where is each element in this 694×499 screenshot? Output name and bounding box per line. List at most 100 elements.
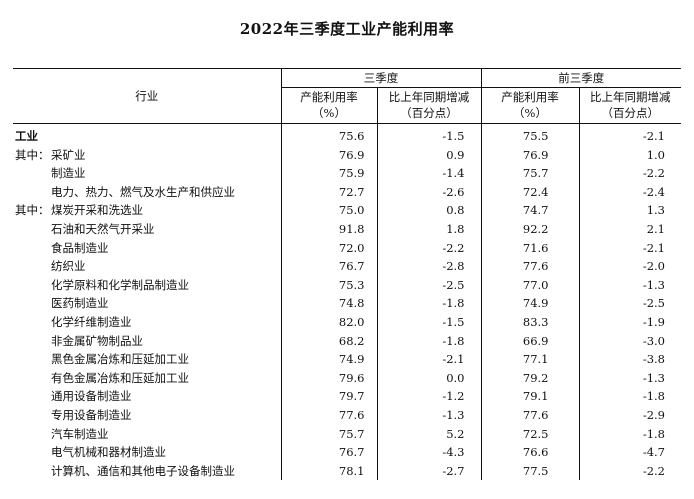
ytd-chg-cell: -1.3 — [578, 368, 681, 388]
q3-chg-cell: -1.4 — [376, 164, 481, 183]
header-ytd-chg: 比上年同期增减 — [578, 87, 681, 105]
industry-cell: 纺织业 — [13, 257, 281, 276]
industry-name: 食品制造业 — [51, 240, 109, 255]
q3-util-cell: 75.7 — [280, 424, 377, 444]
industry-cell: 非金属矿物制品业 — [13, 332, 281, 351]
ytd-util-cell: 71.6 — [480, 238, 579, 258]
industry-name: 纺织业 — [51, 259, 86, 274]
industry-name: 化学原料和化学制品制造业 — [51, 277, 189, 292]
q3-util-cell: 72.7 — [280, 182, 377, 202]
ytd-util-cell: 74.9 — [480, 294, 579, 313]
ytd-chg-cell: -1.8 — [578, 424, 681, 444]
ytd-util-cell: 76.9 — [480, 145, 579, 165]
industry-name: 汽车制造业 — [51, 426, 109, 441]
q3-chg-cell: -1.5 — [376, 123, 481, 146]
q3-util-cell: 74.9 — [280, 350, 377, 369]
ytd-chg-cell: -1.3 — [578, 275, 681, 295]
table-body: 工业 75.6 -1.5 75.5 -2.1 其中： 采矿业 76.9 0.9 76.9 1.0 制造… — [13, 123, 681, 481]
q3-util-cell: 74.8 — [280, 294, 377, 313]
ytd-chg-cell: 1.3 — [578, 201, 681, 220]
q3-chg-cell: -2.5 — [376, 275, 481, 295]
ytd-util-cell: 72.5 — [480, 424, 579, 444]
ytd-chg-cell: -1.9 — [578, 312, 681, 332]
header-q3-chg-unit: （百分点） — [376, 105, 481, 124]
table-row: 电气机械和器材制造业 76.7 -4.3 76.6 -4.7 — [13, 443, 681, 462]
ytd-util-cell: 72.4 — [480, 182, 579, 202]
table-row: 制造业 75.9 -1.4 75.7 -2.2 — [13, 164, 681, 183]
ytd-chg-cell: -2.1 — [578, 238, 681, 258]
q3-chg-cell: -2.1 — [376, 350, 481, 369]
ytd-util-cell: 75.5 — [480, 123, 579, 146]
industry-cell: 制造业 — [13, 164, 281, 183]
header-q3-util-unit: （%） — [280, 105, 377, 124]
ytd-util-cell: 92.2 — [480, 219, 579, 239]
q3-chg-cell: 1.8 — [376, 219, 481, 239]
q3-chg-cell: 5.2 — [376, 424, 481, 444]
q3-util-cell: 75.6 — [280, 123, 377, 146]
ytd-util-cell: 77.6 — [480, 405, 579, 425]
q3-chg-cell: -1.5 — [376, 312, 481, 332]
table-row: 纺织业 76.7 -2.8 77.6 -2.0 — [13, 257, 681, 276]
industry-name: 黑色金属冶炼和压延加工业 — [51, 352, 189, 367]
q3-util-cell: 75.0 — [280, 201, 377, 220]
q3-util-cell: 76.7 — [280, 443, 377, 462]
table-row: 化学纤维制造业 82.0 -1.5 83.3 -1.9 — [13, 312, 681, 332]
q3-util-cell: 91.8 — [280, 219, 377, 239]
q3-chg-cell: -2.7 — [376, 461, 481, 481]
table-row: 汽车制造业 75.7 5.2 72.5 -1.8 — [13, 424, 681, 444]
table-row: 其中： 采矿业 76.9 0.9 76.9 1.0 — [13, 145, 681, 165]
q3-chg-cell: -4.3 — [376, 443, 481, 462]
industry-cell: 有色金属冶炼和压延加工业 — [13, 369, 281, 388]
ytd-util-cell: 66.9 — [480, 331, 579, 351]
ytd-chg-cell: -2.9 — [578, 405, 681, 425]
q3-chg-cell: -2.2 — [376, 238, 481, 258]
q3-util-cell: 75.3 — [280, 275, 377, 295]
table-row: 电力、热力、燃气及水生产和供应业 72.7 -2.6 72.4 -2.4 — [13, 182, 681, 202]
industry-prefix: 其中： — [15, 147, 50, 162]
ytd-chg-cell: -1.8 — [578, 387, 681, 406]
table-row: 专用设备制造业 77.6 -1.3 77.6 -2.9 — [13, 405, 681, 425]
page-title: 2022年三季度工业产能利用率 — [239, 20, 455, 38]
ytd-util-cell: 83.3 — [480, 312, 579, 332]
industry-name: 电力、热力、燃气及水生产和供应业 — [51, 184, 235, 199]
ytd-util-cell: 77.1 — [480, 350, 579, 369]
industry-cell: 其中： 煤炭开采和洗选业 — [13, 201, 281, 220]
industry-name: 非金属矿物制品业 — [51, 333, 143, 348]
q3-util-cell: 76.7 — [280, 257, 377, 276]
ytd-util-cell: 75.7 — [480, 164, 579, 183]
ytd-util-cell: 74.7 — [480, 201, 579, 220]
industry-name: 通用设备制造业 — [51, 389, 132, 404]
header-q3-chg: 比上年同期增减 — [376, 87, 481, 105]
q3-chg-cell: -1.8 — [376, 294, 481, 313]
ytd-chg-cell: -2.4 — [578, 182, 681, 202]
header-ytd: 前三季度 — [480, 68, 681, 88]
q3-chg-cell: -1.8 — [376, 331, 481, 351]
q3-chg-cell: -1.3 — [376, 405, 481, 425]
ytd-util-cell: 77.5 — [480, 461, 579, 481]
table-row: 食品制造业 72.0 -2.2 71.6 -2.1 — [13, 238, 681, 258]
industry-name: 煤炭开采和洗选业 — [51, 203, 143, 218]
q3-util-cell: 82.0 — [280, 312, 377, 332]
industry-name: 计算机、通信和其他电子设备制造业 — [51, 463, 235, 478]
q3-chg-cell: 0.9 — [376, 145, 481, 165]
table-row: 工业 75.6 -1.5 75.5 -2.1 — [13, 123, 681, 146]
ytd-chg-cell: -3.8 — [578, 350, 681, 369]
ytd-util-cell: 77.6 — [480, 257, 579, 276]
q3-chg-cell: -2.8 — [376, 257, 481, 276]
ytd-chg-cell: -2.5 — [578, 294, 681, 313]
industry-name: 化学纤维制造业 — [51, 314, 132, 329]
ytd-chg-cell: 2.1 — [578, 219, 681, 239]
ytd-chg-cell: -4.7 — [578, 443, 681, 462]
q3-chg-cell: -2.6 — [376, 182, 481, 202]
industry-cell: 食品制造业 — [13, 239, 281, 258]
industry-cell: 电气机械和器材制造业 — [13, 443, 281, 462]
q3-util-cell: 77.6 — [280, 405, 377, 425]
ytd-chg-cell: 1.0 — [578, 145, 681, 165]
industry-name: 专用设备制造业 — [51, 407, 132, 422]
table-row: 医药制造业 74.8 -1.8 74.9 -2.5 — [13, 294, 681, 313]
table-row: 非金属矿物制品业 68.2 -1.8 66.9 -3.0 — [13, 331, 681, 351]
ytd-chg-cell: -2.1 — [578, 123, 681, 146]
industry-cell: 通用设备制造业 — [13, 387, 281, 406]
industry-cell: 医药制造业 — [13, 294, 281, 313]
table-row: 计算机、通信和其他电子设备制造业 78.1 -2.7 77.5 -2.2 — [13, 461, 681, 481]
